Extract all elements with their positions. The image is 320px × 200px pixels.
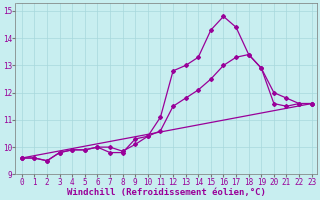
X-axis label: Windchill (Refroidissement éolien,°C): Windchill (Refroidissement éolien,°C)	[67, 188, 266, 197]
